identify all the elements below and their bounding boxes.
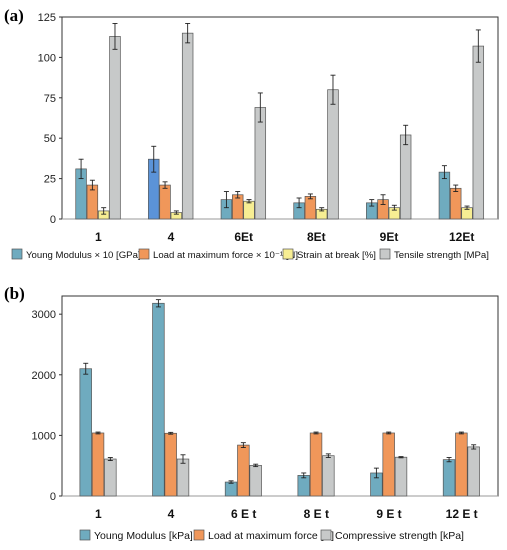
bar xyxy=(164,432,177,497)
x-tick-label: 6Et xyxy=(234,230,253,244)
bar xyxy=(442,459,456,497)
legend-swatch xyxy=(138,248,150,260)
plot-frame xyxy=(61,16,499,220)
x-tick-label: 4 xyxy=(168,230,175,244)
chart-panel-a: (a) 0 25 50 75 100 125 1 4 6Et 8Et 9Et 12Et Young M… xyxy=(4,6,499,261)
bar xyxy=(322,455,335,497)
y-tick-label: 2000 xyxy=(32,370,56,382)
bar xyxy=(181,32,194,220)
bar xyxy=(243,200,255,220)
x-tick-label: 4 xyxy=(168,507,175,521)
bar xyxy=(254,107,267,220)
bar xyxy=(438,171,451,220)
y-tick-label: 1000 xyxy=(32,430,56,442)
legend-entry: Young Modulus [kPa] xyxy=(94,530,193,542)
x-tick-label: 12 E t xyxy=(446,507,478,521)
y-tick-label: 125 xyxy=(38,12,56,24)
y-tick-label: 75 xyxy=(44,93,56,105)
panel-a-legend: Young Modulus × 10 [GPa] Load at maximum … xyxy=(11,248,489,261)
bar xyxy=(176,458,190,497)
x-tick-label: 12Et xyxy=(449,230,474,244)
x-tick-label: 1 xyxy=(95,230,102,244)
legend-swatch xyxy=(320,529,332,541)
x-tick-label: 8 E t xyxy=(304,507,329,521)
bar xyxy=(394,456,408,497)
y-tick-label: 3000 xyxy=(32,309,56,321)
legend-swatch xyxy=(11,248,23,260)
legend-swatch xyxy=(79,529,91,541)
panel-b-legend: Young Modulus [kPa] Load at maximum force… xyxy=(79,529,464,542)
bar xyxy=(304,196,317,220)
panel-b-label: (b) xyxy=(4,284,25,303)
chart-panel-b: (b) 0 1000 2000 3000 1 4 6 E t 8 E t 9 E t 12 E t… xyxy=(4,284,499,542)
bar xyxy=(467,446,480,497)
bar xyxy=(472,45,485,220)
legend-swatch xyxy=(282,248,294,260)
x-tick-label: 9 E t xyxy=(376,507,401,521)
legend-entry: Young Modulus × 10 [GPa] xyxy=(26,250,141,261)
bar xyxy=(79,368,92,497)
legend-swatch xyxy=(193,529,205,541)
bar xyxy=(104,458,117,497)
y-tick-label: 50 xyxy=(44,133,56,145)
y-tick-label: 100 xyxy=(38,52,56,64)
bar xyxy=(399,134,412,220)
bar xyxy=(159,184,171,220)
plot-frame xyxy=(61,295,499,497)
bar xyxy=(109,36,121,220)
bar xyxy=(382,432,395,497)
y-tick-label: 0 xyxy=(50,491,56,503)
x-tick-label: 8Et xyxy=(307,230,326,244)
bar xyxy=(91,432,105,497)
y-tick-label: 25 xyxy=(44,174,56,186)
legend-entry: Load at maximum force × 10⁻¹ [N] xyxy=(153,250,298,261)
bar xyxy=(297,475,310,497)
x-tick-label: 6 E t xyxy=(231,507,256,521)
bar xyxy=(152,302,165,497)
bar xyxy=(309,432,323,497)
legend-swatch xyxy=(379,248,391,260)
bar xyxy=(455,432,468,497)
bar xyxy=(249,465,262,497)
panel-b-plot: 0 1000 2000 3000 1 4 6 E t 8 E t 9 E t 12 E t xyxy=(32,295,499,521)
panel-a-label: (a) xyxy=(4,6,24,25)
legend-entry: Strain at break [%] xyxy=(297,250,376,261)
panel-a-plot: 0 25 50 75 100 125 1 4 6Et 8Et 9Et 12Et xyxy=(38,12,499,244)
y-tick-label: 0 xyxy=(50,214,56,226)
bar xyxy=(224,481,238,497)
bar xyxy=(450,187,462,220)
legend-entry: Compressive strength [kPa] xyxy=(335,530,464,542)
x-tick-label: 9Et xyxy=(380,230,399,244)
x-tick-label: 1 xyxy=(95,507,102,521)
legend-entry: Tensile strength [MPa] xyxy=(394,250,489,261)
bar xyxy=(327,89,339,220)
bar xyxy=(237,444,250,497)
legend-entry: Load at maximum force [N] xyxy=(208,530,334,542)
